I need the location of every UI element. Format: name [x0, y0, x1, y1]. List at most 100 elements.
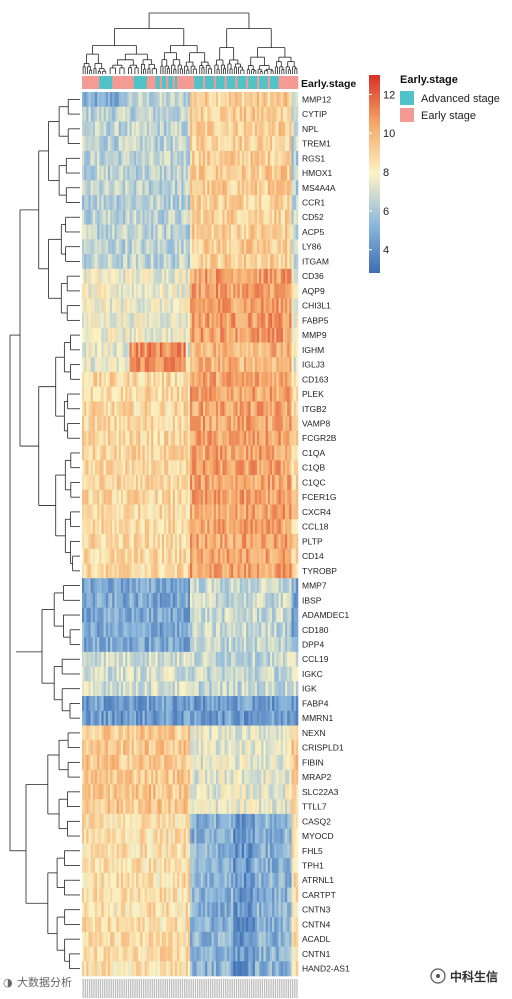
heatmap-cell — [129, 283, 132, 299]
heatmap-cell — [265, 298, 269, 314]
heatmap-cell — [207, 519, 210, 535]
heatmap-cell — [228, 180, 232, 196]
heatmap-cell — [110, 666, 113, 682]
heatmap-cell — [237, 239, 240, 255]
heatmap-cell — [118, 416, 122, 432]
heatmap-cell — [278, 150, 282, 166]
heatmap-cell — [254, 180, 258, 196]
heatmap-cell — [181, 681, 184, 697]
heatmap-cell — [116, 696, 120, 712]
heatmap-cell — [164, 371, 167, 387]
heatmap-cell — [248, 430, 251, 446]
heatmap-cell — [185, 195, 189, 211]
heatmap-cell — [252, 136, 256, 152]
heatmap-cell — [112, 666, 115, 682]
heatmap-cell — [86, 416, 89, 432]
heatmap-cell — [265, 622, 269, 638]
heatmap-cell — [205, 519, 208, 535]
heatmap-cell — [84, 136, 87, 152]
heatmap-cell — [120, 622, 124, 638]
heatmap-cell — [224, 430, 228, 446]
heatmap-cell — [185, 254, 189, 270]
heatmap-cell — [166, 548, 169, 564]
heatmap-cell — [166, 607, 169, 623]
heatmap-cell — [174, 180, 178, 196]
heatmap-cell — [148, 475, 152, 491]
heatmap-cell — [174, 416, 178, 432]
heatmap-cell — [269, 92, 273, 108]
heatmap-cell — [144, 313, 148, 329]
annotation-cell — [233, 76, 236, 89]
heatmap-cell — [246, 224, 249, 240]
heatmap-cell — [285, 563, 288, 579]
heatmap-cell — [164, 637, 167, 653]
heatmap-cell — [140, 313, 143, 329]
heatmap-cell — [265, 371, 269, 387]
heatmap-cell — [218, 136, 221, 152]
heatmap-cell — [280, 534, 284, 550]
heatmap-cell — [278, 548, 282, 564]
heatmap-cell — [129, 563, 132, 579]
heatmap-cell — [190, 563, 193, 579]
heatmap-cell — [278, 371, 282, 387]
heatmap-cell — [259, 327, 262, 343]
heatmap-cell — [127, 195, 130, 211]
heatmap-cell — [101, 504, 104, 520]
heatmap-cell — [239, 548, 243, 564]
heatmap-cell — [248, 489, 251, 505]
heatmap-cell — [287, 607, 290, 623]
heatmap-cell — [146, 637, 150, 653]
heatmap-cell — [239, 195, 243, 211]
heatmap-cell — [107, 592, 111, 608]
heatmap-cell — [107, 327, 111, 343]
heatmap-cell — [198, 209, 202, 225]
heatmap-cell — [168, 371, 171, 387]
heatmap-cell — [112, 607, 115, 623]
heatmap-cell — [159, 150, 163, 166]
heatmap-cell — [228, 106, 232, 122]
heatmap-cell — [285, 254, 288, 270]
heatmap-cell — [142, 460, 145, 476]
heatmap-cell — [166, 386, 169, 402]
heatmap-cell — [155, 239, 158, 255]
heatmap-cell — [166, 519, 169, 535]
heatmap-cell — [248, 460, 251, 476]
heatmap-cell — [86, 504, 89, 520]
heatmap-cell — [155, 696, 158, 712]
heatmap-cell — [272, 224, 275, 240]
heatmap-cell — [215, 180, 219, 196]
heatmap-cell — [164, 121, 167, 137]
heatmap-cell — [151, 180, 154, 196]
heatmap-cell — [82, 696, 85, 712]
heatmap-cell — [202, 430, 206, 446]
heatmap-cell — [205, 416, 208, 432]
heatmap-cell — [97, 224, 100, 240]
heatmap-cell — [222, 254, 225, 270]
heatmap-cell — [129, 637, 132, 653]
heatmap-cell — [289, 386, 292, 402]
heatmap-cell — [107, 651, 111, 667]
heatmap-cell — [151, 651, 154, 667]
heatmap-cell — [148, 209, 152, 225]
heatmap-cell — [205, 534, 208, 550]
heatmap-cell — [84, 327, 87, 343]
heatmap-cell — [120, 637, 124, 653]
heatmap-cell — [213, 106, 217, 122]
heatmap-cell — [174, 313, 178, 329]
heatmap-cell — [254, 327, 258, 343]
heatmap-cell — [218, 534, 221, 550]
heatmap-cell — [200, 254, 204, 270]
heatmap-cell — [218, 416, 221, 432]
heatmap-cell — [177, 106, 180, 122]
heatmap-cell — [101, 607, 104, 623]
heatmap-cell — [244, 283, 247, 299]
heatmap-cell — [241, 283, 245, 299]
heatmap-cell — [207, 239, 210, 255]
heatmap-cell — [168, 416, 171, 432]
heatmap-cell — [97, 607, 100, 623]
heatmap-cell — [237, 313, 240, 329]
heatmap-cell — [207, 534, 210, 550]
heatmap-cell — [159, 696, 163, 712]
heatmap-cell — [287, 106, 290, 122]
annotation-cell — [97, 76, 100, 89]
